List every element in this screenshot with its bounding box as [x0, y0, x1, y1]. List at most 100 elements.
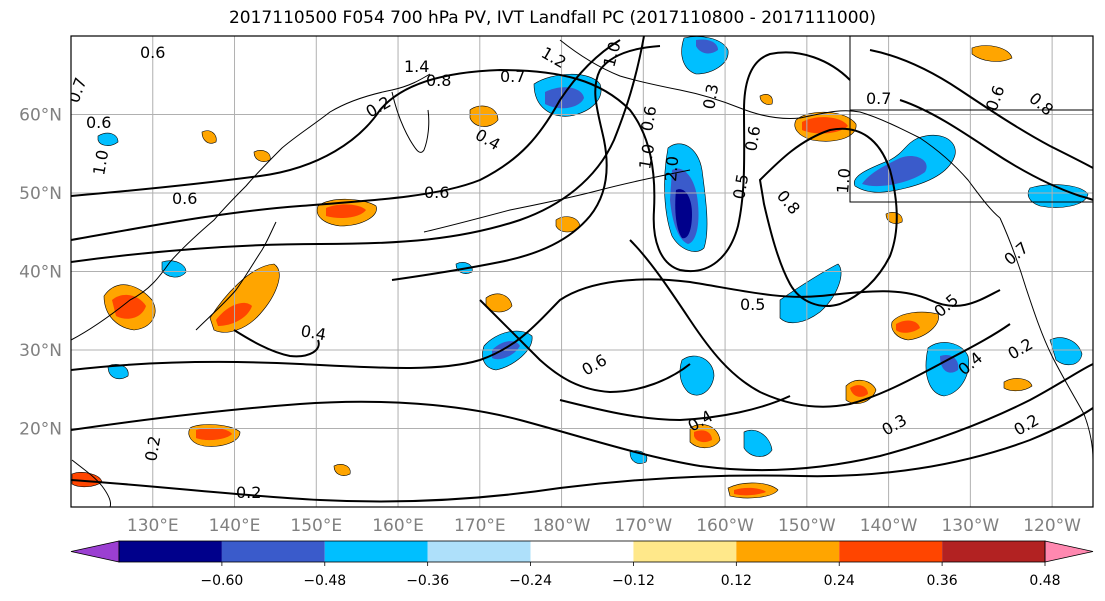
- contour-line: [899, 99, 1093, 201]
- contour-label: 0.3: [699, 82, 722, 110]
- colorbar-segment: [427, 541, 531, 562]
- neg-area-aleutian-core: [675, 189, 692, 239]
- colorbar-segment: [324, 541, 428, 562]
- coastline-na-west: [999, 217, 1093, 461]
- pos-area-subtropical-1b: [694, 430, 712, 443]
- contour-label: 0.6: [741, 124, 764, 152]
- contour-label: 0.4: [299, 321, 327, 344]
- neg-area-gulf-alaska-core: [862, 155, 927, 187]
- grid-lines: [71, 36, 1093, 507]
- pos-area-small-8: [759, 94, 773, 105]
- map-title: 2017110500 F054 700 hPa PV, IVT Landfall…: [228, 8, 876, 28]
- lon-tick-label: 130°E: [127, 516, 179, 536]
- colorbar-tick-label: 0.48: [1029, 573, 1060, 589]
- contour-label: 1.0: [833, 167, 854, 194]
- pos-area-south-china-b: [196, 427, 232, 441]
- lon-tick-label: 120°W: [1023, 516, 1081, 536]
- colorbar-tick-label: −0.24: [509, 573, 552, 589]
- lon-tick-label: 140°W: [860, 516, 918, 536]
- contour-line: [479, 299, 691, 394]
- contour-line: [629, 239, 1011, 408]
- colorbar-segment: [221, 541, 325, 562]
- pos-area-japan-b: [216, 302, 252, 326]
- lon-tick-label: 140°E: [209, 516, 261, 536]
- lat-tick-label: 60°N: [19, 106, 62, 126]
- colorbar-tick-label: 0.12: [721, 573, 752, 589]
- contour-line: [758, 127, 898, 307]
- lon-tick-label: 180°W: [533, 516, 591, 536]
- colorbar-segment: [530, 541, 634, 562]
- contour-label: 0.5: [740, 295, 765, 314]
- contour-label: 0.6: [86, 113, 111, 132]
- colorbar-tick-label: −0.48: [303, 573, 346, 589]
- contour-label: 0.6: [637, 104, 660, 132]
- contour-line: [71, 51, 851, 273]
- pos-area-canada-north: [971, 45, 1013, 62]
- pos-area-small-6: [885, 212, 903, 224]
- coastline-asia: [71, 73, 431, 341]
- colorbar-tick-label: −0.36: [406, 573, 449, 589]
- contour-label: 0.6: [424, 183, 449, 202]
- neg-area-east-pac-2b: [940, 354, 959, 373]
- longitude-labels: 130°E 140°E 150°E 160°E 170°E 180°W 170°W 160°W…: [127, 516, 1081, 536]
- colorbar-labels: −0.60 −0.48 −0.36 −0.24 −0.12 0.12 0.24 0.36 0.4…: [200, 562, 1061, 589]
- colorbar-tick-label: 0.24: [824, 573, 855, 589]
- contour-line: [71, 407, 1093, 503]
- pv-contours: [71, 36, 1093, 503]
- colorbar-extend-high: [1044, 540, 1094, 563]
- neg-area-bering-core: [545, 87, 584, 109]
- map-panel: 0.6 0.7 0.6 1.0 0.6 0.6 1.4 0.8 0.7 1.2 …: [70, 35, 1094, 508]
- coastline-kamchatka: [391, 91, 430, 153]
- colorbar-segment: [839, 541, 943, 562]
- contour-label: 0.2: [141, 434, 164, 462]
- contour-label: 1.0: [635, 142, 658, 170]
- lon-tick-label: 160°W: [696, 516, 754, 536]
- colorbar: [70, 540, 1094, 563]
- lat-tick-label: 40°N: [19, 263, 62, 283]
- pos-area-subtropical-2b: [734, 487, 766, 496]
- contour-label: 0.2: [236, 483, 261, 502]
- colorbar-segment: [119, 541, 222, 562]
- shading-layer: [71, 36, 1089, 499]
- lat-tick-label: 50°N: [19, 184, 62, 204]
- neg-area-north-bering-core: [696, 39, 718, 54]
- contour-label: 1.0: [89, 148, 112, 176]
- pos-area-bering-west: [469, 105, 499, 127]
- lon-tick-label: 160°E: [372, 516, 424, 536]
- contour-line: [391, 45, 661, 281]
- pos-area-east-pac-1b: [896, 320, 920, 333]
- contour-line: [71, 39, 621, 241]
- colorbar-segment: [942, 541, 1045, 562]
- coastline-japan: [195, 221, 277, 331]
- neg-area-west-pac: [97, 132, 119, 146]
- pos-area-east-pac-2b: [850, 385, 868, 397]
- coastline-philippines: [71, 459, 111, 507]
- colorbar-segment: [736, 541, 840, 562]
- lon-tick-label: 130°W: [941, 516, 999, 536]
- contour-line: [233, 329, 320, 358]
- contour-line: [559, 395, 791, 422]
- pos-area-west-pac-1b: [326, 204, 366, 218]
- neg-area-small-2: [107, 364, 129, 379]
- pos-area-small-5: [1003, 378, 1033, 392]
- lon-tick-label: 150°W: [778, 516, 836, 536]
- contour-label: 0.6: [172, 189, 197, 208]
- latitude-labels: 20°N 30°N 40°N 50°N 60°N: [19, 106, 62, 440]
- contour-label: 0.7: [866, 89, 891, 108]
- colorbar-tick-label: 0.36: [927, 573, 958, 589]
- contour-label: 0.5: [729, 172, 752, 200]
- negative-anomaly-fill: [97, 36, 1089, 464]
- neg-area-east-pac-1: [779, 263, 842, 324]
- lon-tick-label: 170°W: [614, 516, 672, 536]
- colorbar-frame: [118, 540, 1046, 563]
- contour-line: [71, 36, 645, 263]
- colorbar-extend-low: [70, 540, 120, 563]
- contour-label: 0.6: [140, 43, 165, 62]
- coastline-aleutians: [423, 169, 691, 233]
- map-frame: [70, 35, 1094, 508]
- contour-line: [71, 278, 1001, 371]
- lat-tick-label: 30°N: [19, 341, 62, 361]
- contour-line: [71, 363, 1093, 472]
- colorbar-tick-label: −0.12: [612, 573, 655, 589]
